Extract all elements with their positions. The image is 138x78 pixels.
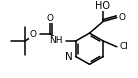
Text: O: O [47,14,54,23]
Text: N: N [65,52,73,62]
Text: NH: NH [49,36,62,45]
Text: Cl: Cl [120,42,129,51]
Text: O: O [119,13,126,22]
Text: O: O [30,30,37,39]
Text: HO: HO [95,1,110,11]
